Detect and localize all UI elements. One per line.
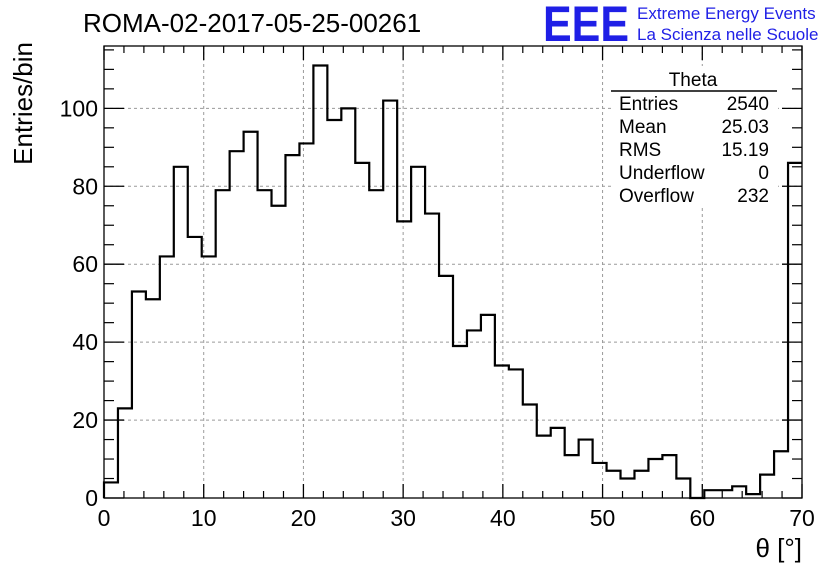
y-tick-label: 20 (72, 407, 98, 433)
plot-frame (103, 45, 803, 499)
y-tick-label: 40 (72, 329, 98, 355)
y-axis-title: Entries/bin (8, 42, 38, 165)
y-tick-label: 100 (60, 95, 98, 121)
y-tick-label: 80 (72, 173, 98, 199)
stats-row-label: Mean (619, 117, 667, 138)
stats-row-value: 232 (737, 186, 769, 207)
x-tick-label: 0 (98, 505, 111, 531)
x-tick-label: 20 (291, 505, 317, 531)
stats-row-value: 2540 (727, 94, 769, 115)
histogram-line (102, 64, 802, 500)
logo-line-1: Extreme Energy Events (637, 4, 816, 23)
y-tick-label: 0 (85, 485, 98, 511)
stats-row-label: Overflow (619, 186, 694, 207)
x-tick-label: 10 (191, 505, 217, 531)
x-tick-label: 30 (390, 505, 416, 531)
stats-row-value: 15.19 (721, 140, 769, 161)
x-tick-label: 40 (490, 505, 516, 531)
y-tick-labels: 0 20 40 60 80 100 (60, 95, 98, 511)
x-tick-label: 60 (689, 505, 715, 531)
stats-rows: Entries 2540 Mean 25.03 RMS 15.19 Underflow 0 Ov… (619, 94, 769, 207)
stats-row-value: 0 (758, 163, 769, 184)
x-tick-labels: 0 10 20 30 40 50 60 70 (98, 505, 815, 531)
x-tick-label: 70 (789, 505, 815, 531)
stats-row-label: RMS (619, 140, 661, 161)
stats-box-background (612, 66, 778, 206)
eee-logo: EEE Extreme Energy Events La Scienza nel… (543, 0, 818, 52)
stats-row-label: Underflow (619, 163, 705, 184)
axis-ticks (103, 46, 803, 499)
stats-row-value: 25.03 (721, 117, 769, 138)
x-axis-title: θ [°] (755, 533, 802, 563)
x-tick-label: 50 (590, 505, 616, 531)
logo-line-2: La Scienza nelle Scuole (637, 25, 818, 44)
chart-title: ROMA-02-2017-05-25-00261 (83, 8, 421, 38)
logo-mark: EEE (543, 0, 629, 52)
stats-title: Theta (669, 70, 718, 91)
stats-box: Theta Entries 2540 Mean 25.03 RMS 15.19 Underf… (611, 66, 778, 207)
y-tick-label: 60 (72, 251, 98, 277)
stats-row-label: Entries (619, 94, 678, 115)
